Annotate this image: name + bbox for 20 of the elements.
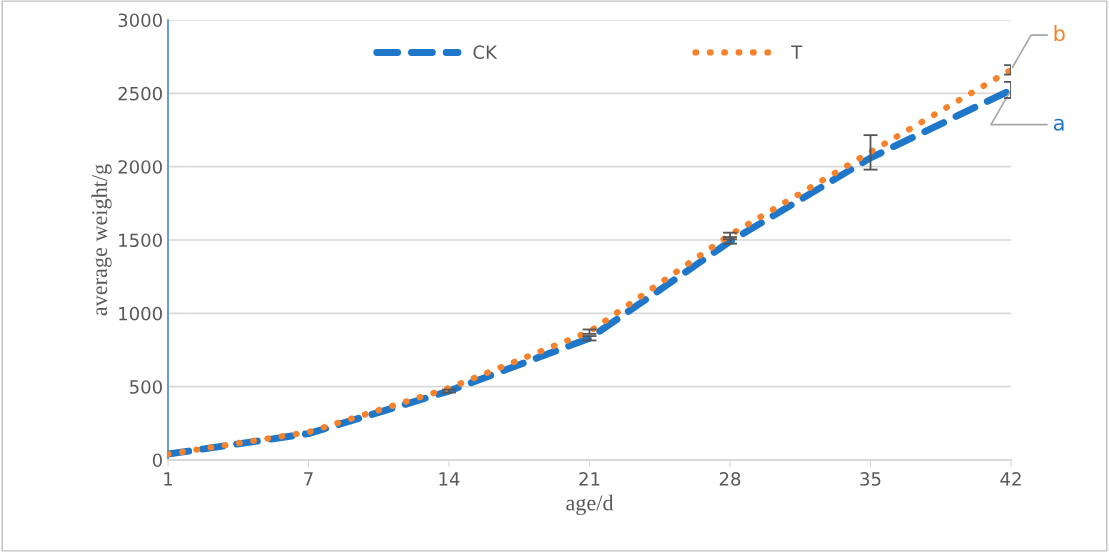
x-tick-label: 28 — [719, 472, 741, 486]
legend-label: CK — [473, 45, 498, 60]
y-tick-label: 500 — [130, 380, 162, 394]
y-tick-label: 2000 — [118, 160, 162, 174]
x-tick-label: 14 — [439, 472, 460, 486]
x-tick-label: 21 — [579, 472, 600, 486]
annotation: b — [1054, 25, 1065, 42]
y-tick-label: 3000 — [118, 13, 162, 28]
y-tick-label: 0 — [152, 453, 162, 468]
legend-label: T — [791, 45, 803, 59]
x-tick-label: 42 — [1000, 472, 1021, 486]
y-tick-label: 2500 — [118, 86, 162, 101]
x-tick-label: 35 — [860, 472, 881, 486]
y-tick-label: 1500 — [119, 233, 162, 248]
annotation: a — [1053, 118, 1064, 131]
x-tick-label: 7 — [304, 472, 313, 486]
y-axis-title: average weight/g — [91, 164, 112, 316]
y-tick-label: 1000 — [119, 306, 162, 321]
x-axis-title: age/d — [566, 494, 614, 516]
x-tick-label: 1 — [164, 472, 173, 486]
